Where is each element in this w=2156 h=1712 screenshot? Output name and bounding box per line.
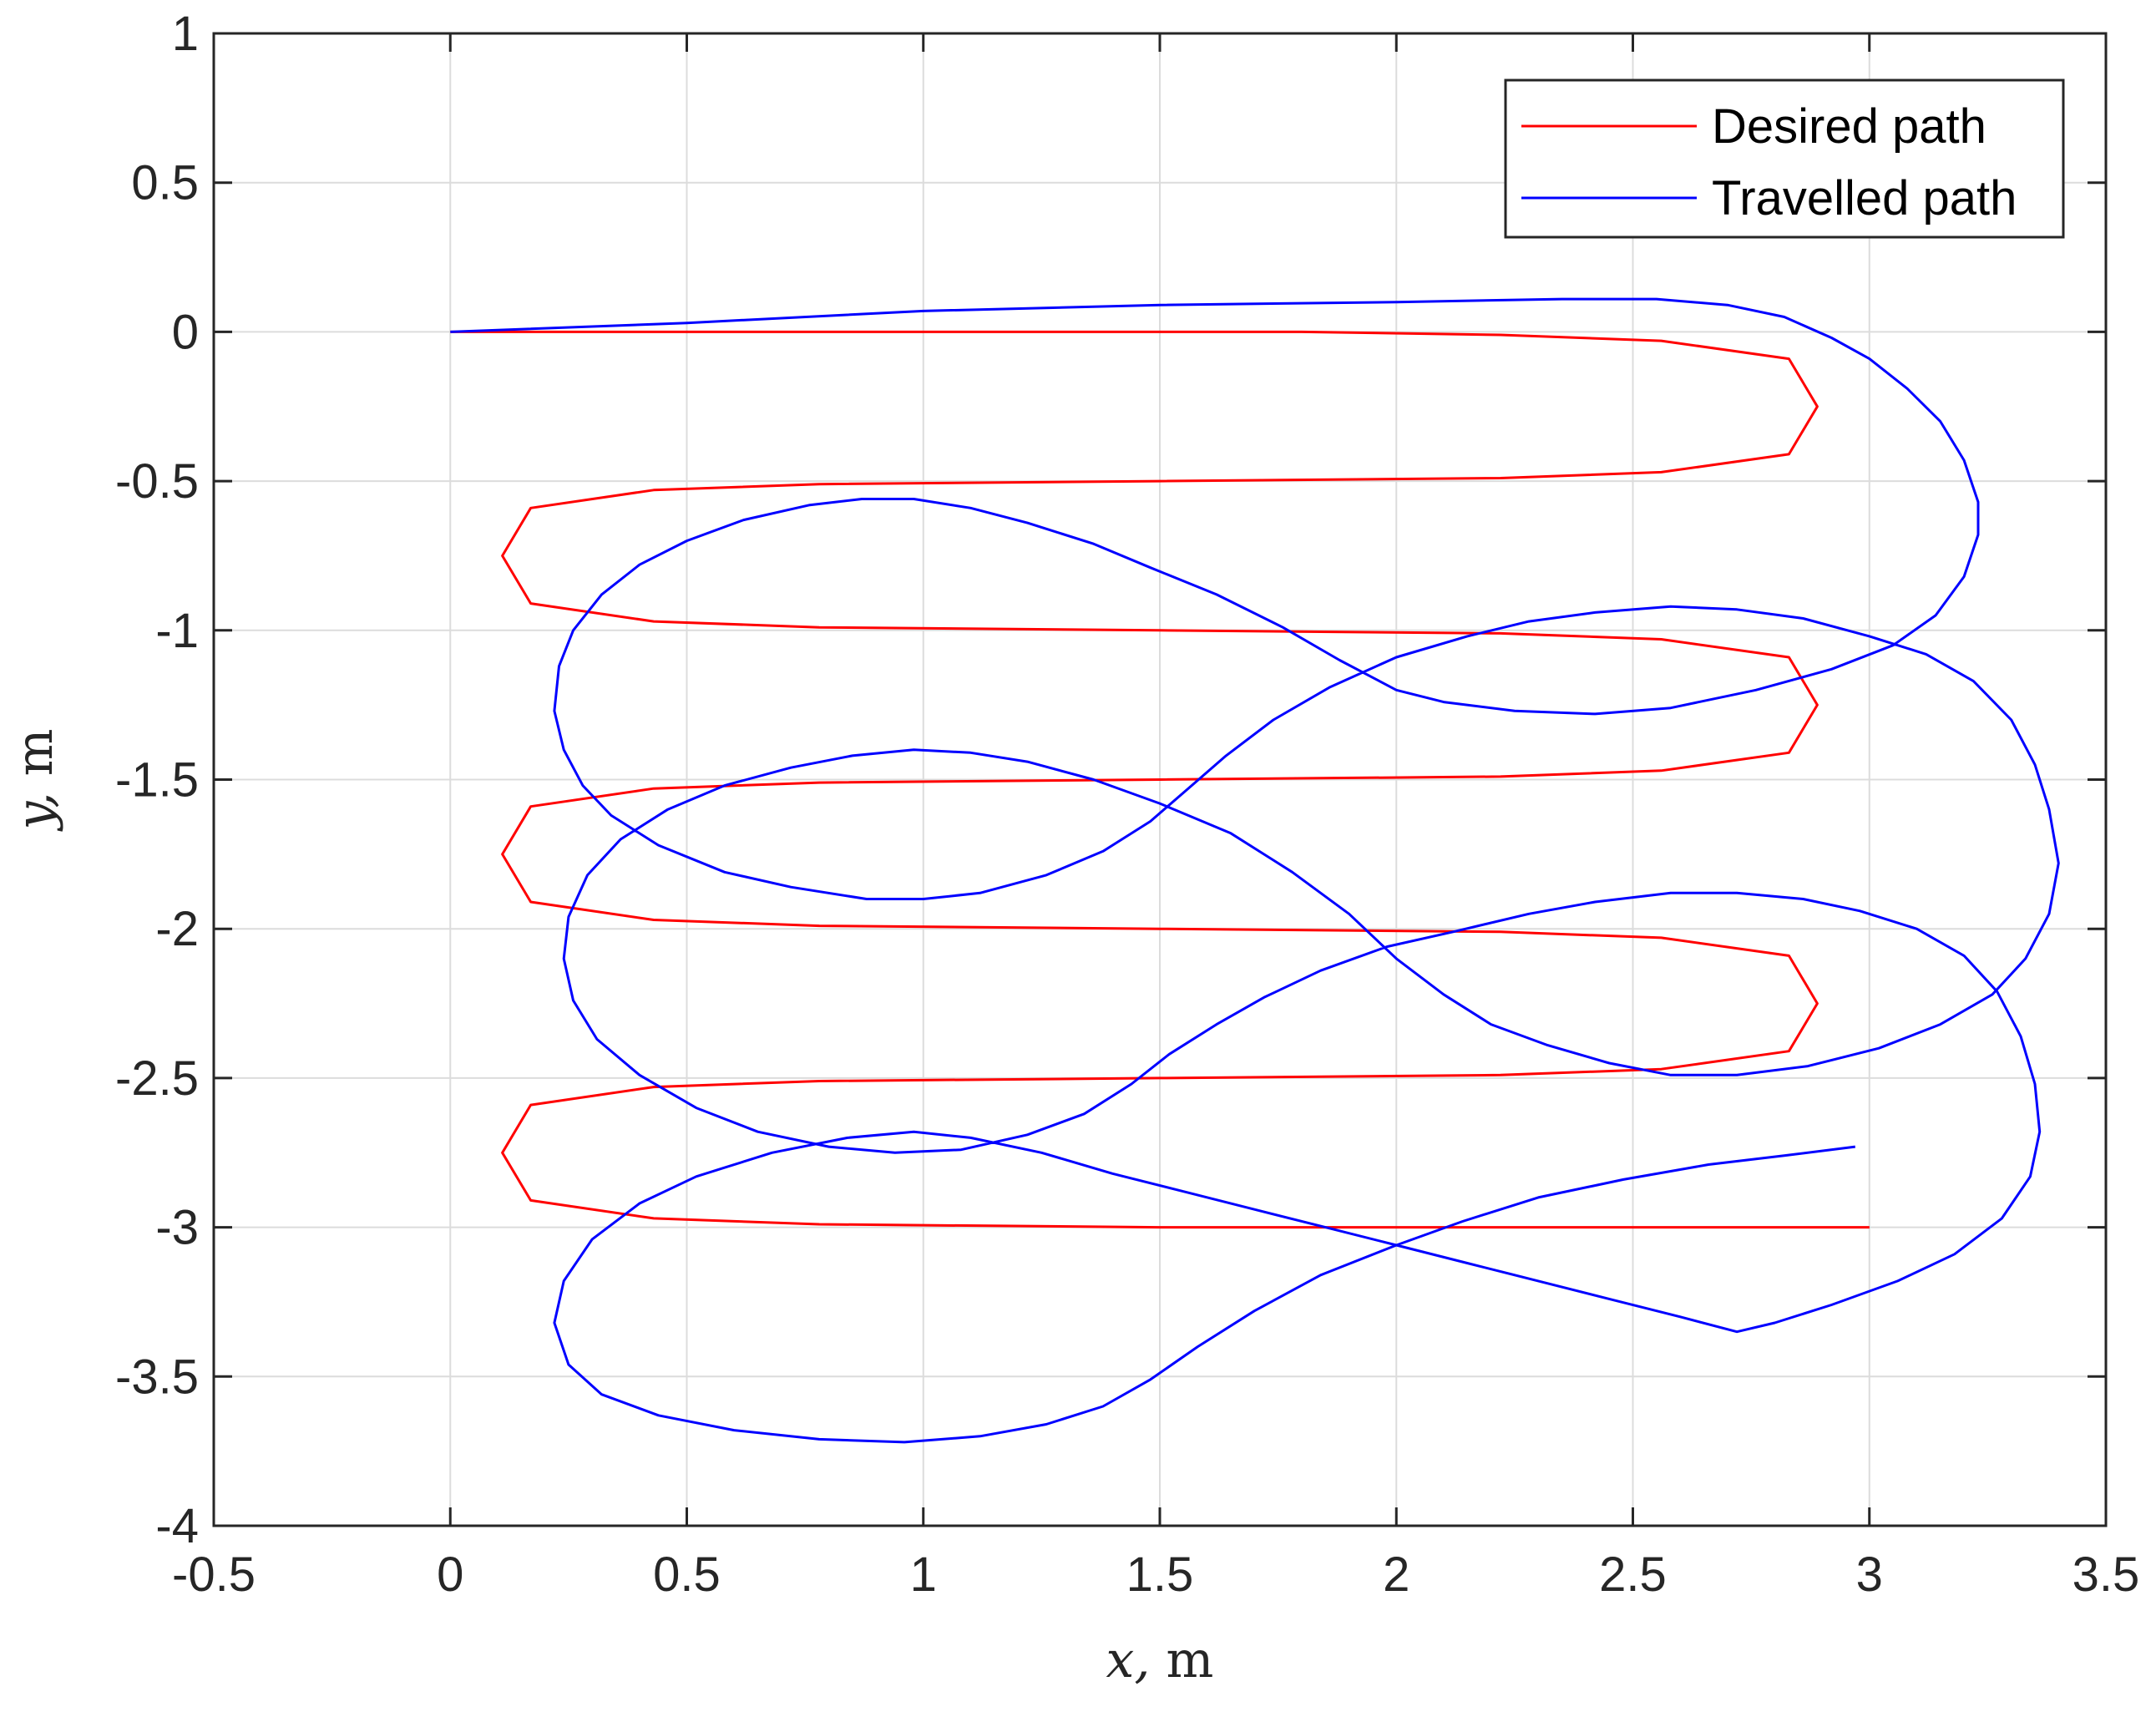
x-tick-label: 2 (1383, 1547, 1409, 1602)
x-axis-label: x, m (1106, 1631, 1214, 1689)
y-tick-label: 0.5 (131, 156, 199, 210)
legend-label-travelled-path: Travelled path (1712, 171, 2017, 225)
series-line-travelled-path (450, 297, 2060, 1444)
y-tick-label: 0 (172, 305, 199, 359)
y-tick-label: -0.5 (115, 454, 199, 509)
y-tick-label: -1.5 (115, 753, 199, 808)
series-layer (450, 297, 2060, 1444)
y-tick-label: 1 (172, 7, 199, 61)
tick-labels: -0.5 0 0.5 1 1.5 2 2.5 3 3.5 1 0.5 0 -0.5 -1 -1.5 -2 -2.… (115, 7, 2139, 1602)
legend-label-desired-path: Desired path (1712, 99, 1986, 154)
x-tick-label: 0 (437, 1547, 463, 1602)
x-tick-label: 3.5 (2072, 1547, 2140, 1602)
legend-box (1504, 79, 2065, 239)
y-tick-label: -2.5 (115, 1051, 199, 1106)
y-tick-label: -3.5 (115, 1350, 199, 1404)
y-tick-label: -4 (155, 1499, 199, 1553)
y-tick-label: -3 (155, 1201, 199, 1255)
series-line-desired-path (450, 330, 1870, 1229)
axis-ticks (212, 32, 2108, 1527)
x-tick-label: 0.5 (653, 1547, 721, 1602)
x-tick-label: 1.5 (1126, 1547, 1194, 1602)
legend: Desired path Travelled path (1504, 79, 2065, 239)
x-tick-label: 3 (1856, 1547, 1883, 1602)
x-tick-label: -0.5 (172, 1547, 256, 1602)
y-tick-label: -1 (155, 604, 199, 658)
y-axis-label: y, m (6, 729, 64, 833)
x-tick-label: 2.5 (1599, 1547, 1667, 1602)
y-tick-label: -2 (155, 902, 199, 956)
x-tick-label: 1 (910, 1547, 937, 1602)
